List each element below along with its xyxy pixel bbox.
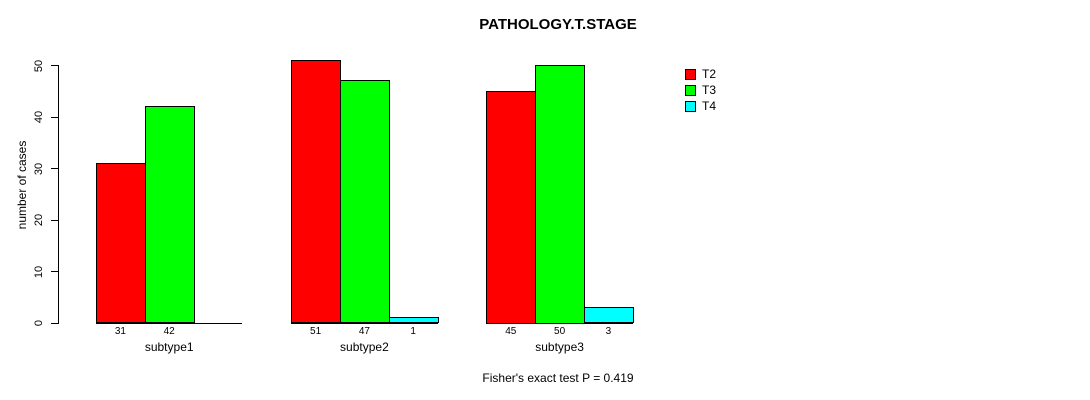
legend-swatch-t2: [685, 68, 696, 80]
legend-item-t3: T3: [685, 82, 716, 98]
chart-title: PATHOLOGY.T.STAGE: [479, 16, 637, 33]
bar-value-label: 42: [163, 326, 175, 337]
y-tick-label: 40: [33, 110, 45, 124]
bar-value-label: 3: [605, 326, 612, 337]
bar-value-label: 51: [310, 326, 322, 337]
bar-t3-subtype1: [144, 106, 195, 324]
legend-label: T4: [702, 99, 717, 113]
bar-t3-subtype2: [340, 80, 390, 324]
category-label: subtype1: [144, 340, 194, 354]
y-tick-label: 20: [33, 213, 45, 227]
y-tick-mark: [51, 271, 58, 272]
legend-swatch-t4: [685, 100, 696, 112]
y-tick-label: 10: [33, 265, 45, 278]
footnote: Fisher's exact test P = 0.419: [482, 371, 634, 385]
legend-swatch-t3: [685, 84, 696, 96]
bar-value-label: 47: [358, 326, 370, 337]
bar-value-label: 50: [554, 326, 566, 337]
y-tick-label: 30: [33, 162, 45, 175]
y-tick-label: 50: [33, 59, 45, 72]
bar-t4-subtype2: [388, 317, 439, 324]
category-label: subtype2: [340, 340, 389, 354]
y-axis-label: number of cases: [15, 140, 29, 230]
legend-item-t2: T2: [685, 66, 716, 82]
y-tick-label: 0: [33, 319, 45, 327]
legend-label: T3: [702, 83, 717, 97]
y-tick-mark: [51, 219, 58, 221]
y-tick-mark: [51, 168, 58, 169]
y-tick-mark: [51, 65, 58, 66]
bar-t2-subtype2: [291, 59, 341, 324]
legend-label: T2: [702, 67, 717, 81]
y-axis-line: [58, 65, 59, 324]
bar-t3-subtype3: [535, 65, 585, 324]
bar-t2-subtype1: [96, 162, 146, 324]
bar-t2-subtype3: [486, 90, 537, 324]
bar-value-label: 31: [114, 326, 126, 337]
legend: T2 T3 T4: [685, 66, 716, 114]
bar-value-label: 45: [505, 326, 517, 337]
bar-value-label: 1: [410, 326, 416, 337]
category-label: subtype3: [535, 340, 584, 354]
y-tick-mark: [51, 322, 58, 324]
y-tick-mark: [51, 116, 58, 118]
legend-item-t4: T4: [685, 98, 716, 114]
bar-t4-subtype3: [584, 307, 634, 324]
